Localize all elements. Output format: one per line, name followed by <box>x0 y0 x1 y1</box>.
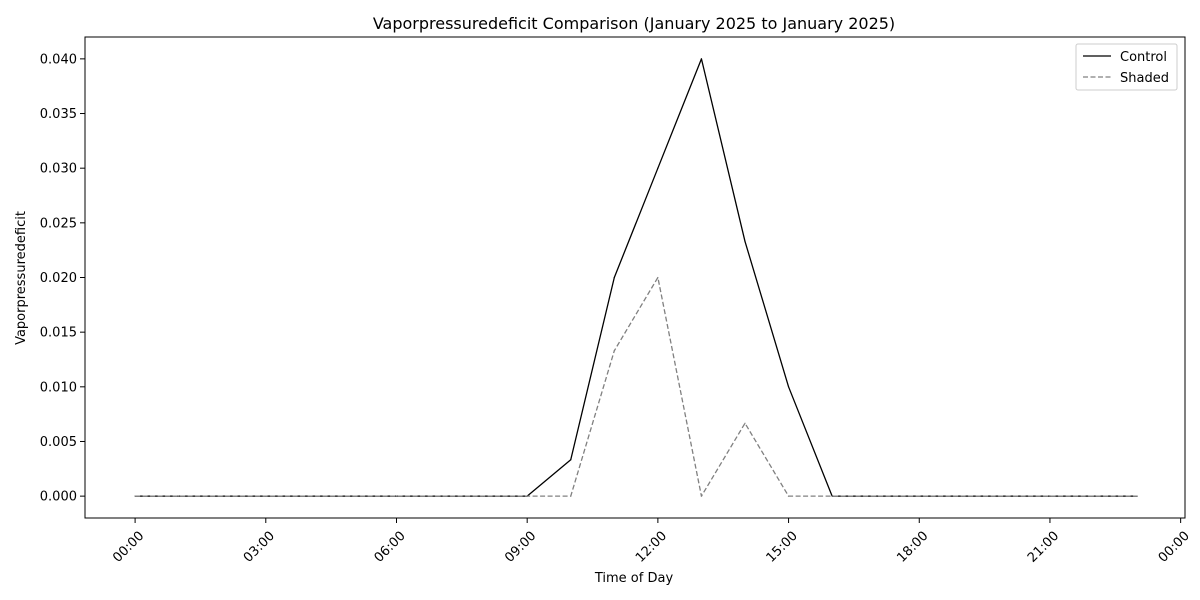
y-tick-label-8: 0.040 <box>40 52 77 67</box>
data-point-shaded-7 <box>439 495 441 497</box>
y-tick-label-2: 0.010 <box>40 380 77 395</box>
y-axis: 0.000 0.005 0.010 0.015 0.020 0.025 0.030 0.035… <box>40 52 85 505</box>
data-point-shaded-0 <box>134 495 136 497</box>
data-point-shaded-11 <box>613 350 615 352</box>
y-tick-label-4: 0.020 <box>40 271 77 286</box>
data-point-shaded-2 <box>221 495 223 497</box>
data-point-shaded-13 <box>700 495 703 497</box>
series-layer <box>134 58 1138 497</box>
data-point-shaded-16 <box>831 495 833 497</box>
data-point-shaded-10 <box>570 495 572 497</box>
data-point-shaded-9 <box>526 495 528 497</box>
data-point-shaded-17 <box>875 495 877 497</box>
chart-title: Vaporpressuredeficit Comparison (January… <box>373 14 895 33</box>
data-point-shaded-20 <box>1005 495 1007 497</box>
data-point-shaded-8 <box>483 495 485 497</box>
data-point-control-15 <box>787 386 790 388</box>
data-point-control-12 <box>657 167 659 169</box>
data-point-control-13 <box>700 58 703 60</box>
data-point-shaded-4 <box>308 495 310 497</box>
data-point-shaded-6 <box>395 495 398 497</box>
y-tick-label-1: 0.005 <box>40 435 77 450</box>
data-point-shaded-23 <box>1136 495 1138 497</box>
data-point-shaded-22 <box>1092 495 1095 497</box>
series-line-shaded <box>135 276 1138 497</box>
y-tick-label-3: 0.015 <box>40 326 77 341</box>
data-point-shaded-18 <box>918 495 920 497</box>
x-axis-label: Time of Day <box>594 571 674 586</box>
legend-label-control: Control <box>1120 50 1167 65</box>
data-point-control-10 <box>570 459 572 461</box>
y-tick-label-6: 0.030 <box>40 162 77 177</box>
legend: Control Shaded <box>1075 43 1178 91</box>
data-point-shaded-19 <box>962 495 964 497</box>
data-point-shaded-15 <box>787 495 790 497</box>
legend-label-shaded: Shaded <box>1120 71 1169 86</box>
data-point-shaded-21 <box>1049 495 1051 497</box>
data-point-shaded-5 <box>352 495 354 497</box>
y-axis-label: Vaporpressuredeficit <box>14 211 29 345</box>
data-point-shaded-14 <box>744 422 746 424</box>
data-point-shaded-12 <box>657 276 659 279</box>
y-tick-label-5: 0.025 <box>40 216 77 231</box>
data-point-shaded-1 <box>178 495 180 497</box>
data-point-control-14 <box>744 240 746 243</box>
y-tick-label-7: 0.035 <box>40 107 77 122</box>
data-point-shaded-3 <box>265 495 267 497</box>
data-point-control-11 <box>613 276 615 279</box>
y-tick-label-0: 0.000 <box>40 490 77 505</box>
